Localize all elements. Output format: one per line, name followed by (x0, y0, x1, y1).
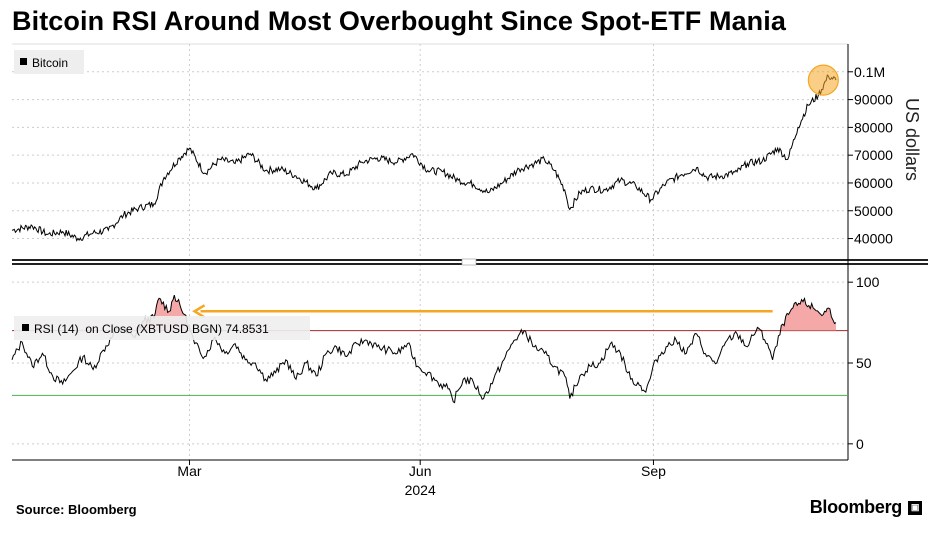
rsi-legend: RSI (14) on Close (XBTUSD BGN) 74.8531 (14, 316, 310, 340)
price-legend: Bitcoin (14, 50, 84, 74)
arrow-head (192, 304, 206, 319)
x-axis: Mar Jun Sep 2024 (177, 460, 666, 498)
price-ytick-label: 40000 (854, 231, 893, 247)
rsi-ytick-label: 100 (856, 274, 880, 290)
source-note: Source: Bloomberg (16, 502, 137, 517)
brand-name: Bloomberg (809, 497, 903, 517)
rsi-grid (12, 281, 848, 445)
overbought-area (781, 298, 836, 331)
price-ytick-label: 80000 (854, 119, 893, 135)
rsi-ytick-label: 0 (856, 436, 864, 452)
price-ytick-label: 50000 (854, 203, 893, 219)
separator-handle[interactable] (461, 258, 477, 266)
price-ytick-label: 0.1M (854, 64, 885, 80)
x-tick-label: Jun (409, 463, 432, 479)
price-legend-label: Bitcoin (32, 56, 68, 70)
rsi-legend-swatch (22, 324, 29, 331)
x-tick-label: Sep (641, 463, 666, 479)
bloomberg-terminal-icon: ▣ (908, 500, 922, 515)
price-legend-swatch (20, 58, 27, 65)
price-ytick-label: 90000 (854, 92, 893, 108)
price-ytick-label: 70000 (854, 147, 893, 163)
highlight-circle (807, 64, 839, 96)
chart-title: Bitcoin RSI Around Most Overbought Since… (12, 6, 786, 36)
overbought-arrow (192, 304, 773, 319)
rsi-ytick-label: 50 (856, 355, 872, 371)
bitcoin-price-line (11, 74, 837, 242)
x-tick-label: Mar (177, 463, 201, 479)
rsi-legend-label: RSI (14) on Close (XBTUSD BGN) 74.8531 (34, 322, 269, 336)
x-year-label: 2024 (405, 482, 436, 498)
price-y-axis: 40000 50000 60000 70000 80000 90000 0.1M (848, 64, 893, 247)
price-ytick-label: 60000 (854, 175, 893, 191)
price-grid (12, 71, 848, 240)
brand-logo: Bloomberg ▣ (810, 497, 922, 518)
rsi-y-axis: 0 50 100 (848, 274, 880, 452)
x-gridlines (188, 44, 654, 460)
price-ylabel: US dollars (902, 98, 922, 181)
